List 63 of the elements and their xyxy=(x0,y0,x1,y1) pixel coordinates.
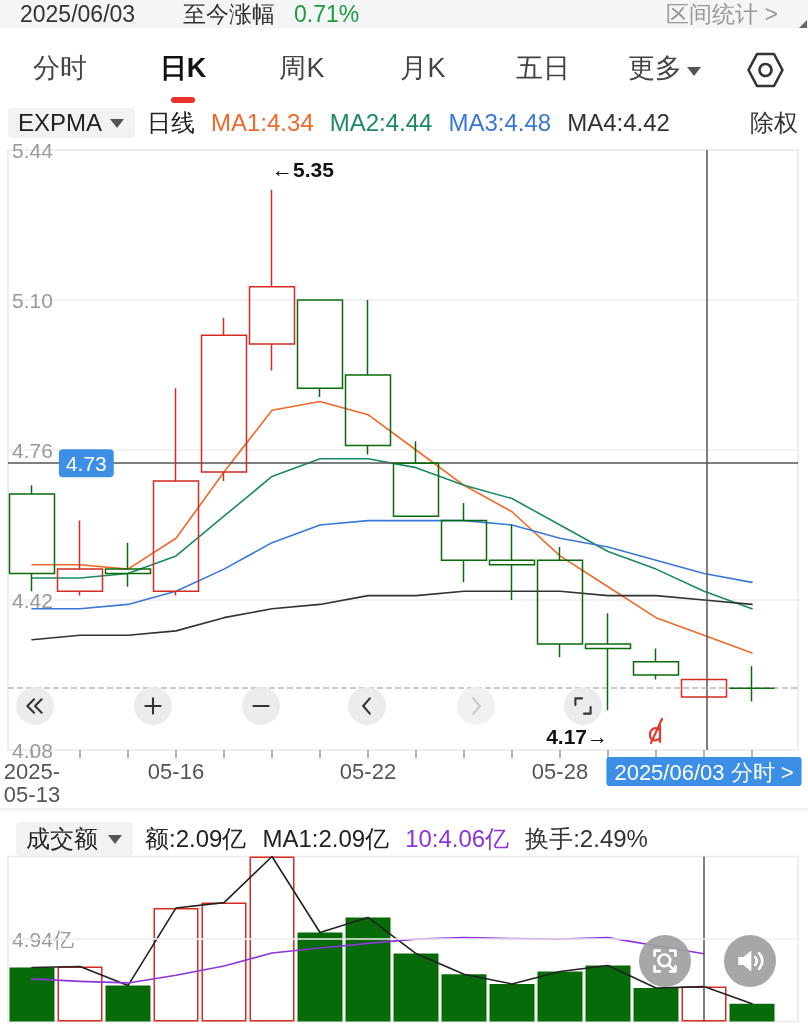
bar xyxy=(489,983,535,1022)
text: MA1:4.34 xyxy=(211,109,314,137)
candlestick xyxy=(104,541,152,588)
y-tick-label: 4.08 xyxy=(12,738,53,762)
y-tick-label: 5.10 xyxy=(12,288,53,312)
text: 日K xyxy=(159,53,207,85)
annotation: 4.17→ xyxy=(546,725,608,749)
x-tick-label: 05-22 xyxy=(339,759,397,784)
bar xyxy=(729,1003,775,1022)
bar xyxy=(441,974,487,1022)
bar xyxy=(681,986,727,1022)
candlestick xyxy=(488,524,536,601)
y-tick-label: 4.42 xyxy=(12,588,53,612)
candlestick xyxy=(728,665,776,703)
legend-title: 日线 xyxy=(147,108,195,138)
text: 区间统计 > xyxy=(666,1,778,28)
bar xyxy=(9,967,55,1022)
candlestick xyxy=(56,519,104,597)
text: 0.71% xyxy=(294,1,360,28)
annotation: ←5.35 xyxy=(272,157,335,181)
y-tick-label: 4.76 xyxy=(12,438,53,462)
text: 至今涨幅 xyxy=(183,1,275,28)
bar xyxy=(393,953,439,1022)
candlestick xyxy=(344,299,392,456)
text: 2025/06/03 xyxy=(20,1,136,28)
bar xyxy=(153,907,199,1022)
candlestick xyxy=(248,188,296,372)
text: 月K xyxy=(400,53,446,85)
y-tick-label: 5.44 xyxy=(12,138,54,162)
candlestick xyxy=(680,678,728,698)
x-tick-label: 05-16 xyxy=(147,759,205,784)
bar xyxy=(537,971,583,1022)
text: MA2:4.44 xyxy=(329,109,433,137)
bar xyxy=(297,932,343,1022)
text: MA4:4.42 xyxy=(567,109,670,137)
candlestick xyxy=(440,502,488,584)
bar xyxy=(105,985,151,1022)
chart-title: EXPMA xyxy=(18,109,103,137)
text: 除权 xyxy=(750,108,798,138)
ref-line-label: 4.73 xyxy=(65,451,107,475)
text: 分时 xyxy=(33,53,87,85)
bar xyxy=(345,917,391,1022)
x-tick-label: 2025/06/03 分时 > xyxy=(614,759,794,785)
bar xyxy=(201,902,247,1022)
text: MA3:4.48 xyxy=(448,109,552,137)
legend-title: 额:2.09亿 xyxy=(145,824,247,854)
text: 10:4.06亿 xyxy=(405,824,510,854)
bar xyxy=(585,965,631,1022)
x-tick-label: 05-28 xyxy=(531,759,589,784)
candlestick xyxy=(152,387,200,597)
series-label: MA1:2.09亿 xyxy=(262,824,390,854)
text: 五日 xyxy=(516,53,570,85)
candlestick xyxy=(392,440,440,517)
y-tick-label: 4.94亿 xyxy=(12,927,74,951)
candlestick xyxy=(200,316,248,482)
chart-title: 成交额 xyxy=(26,824,98,854)
bar xyxy=(249,856,295,1022)
x-tick-label: 2025-05-13 xyxy=(3,759,61,807)
text: 换手:2.49% xyxy=(525,824,648,854)
candlestick xyxy=(296,299,344,398)
text: 更多 xyxy=(628,53,682,85)
text: 周K xyxy=(279,53,325,85)
bar xyxy=(57,966,103,1022)
